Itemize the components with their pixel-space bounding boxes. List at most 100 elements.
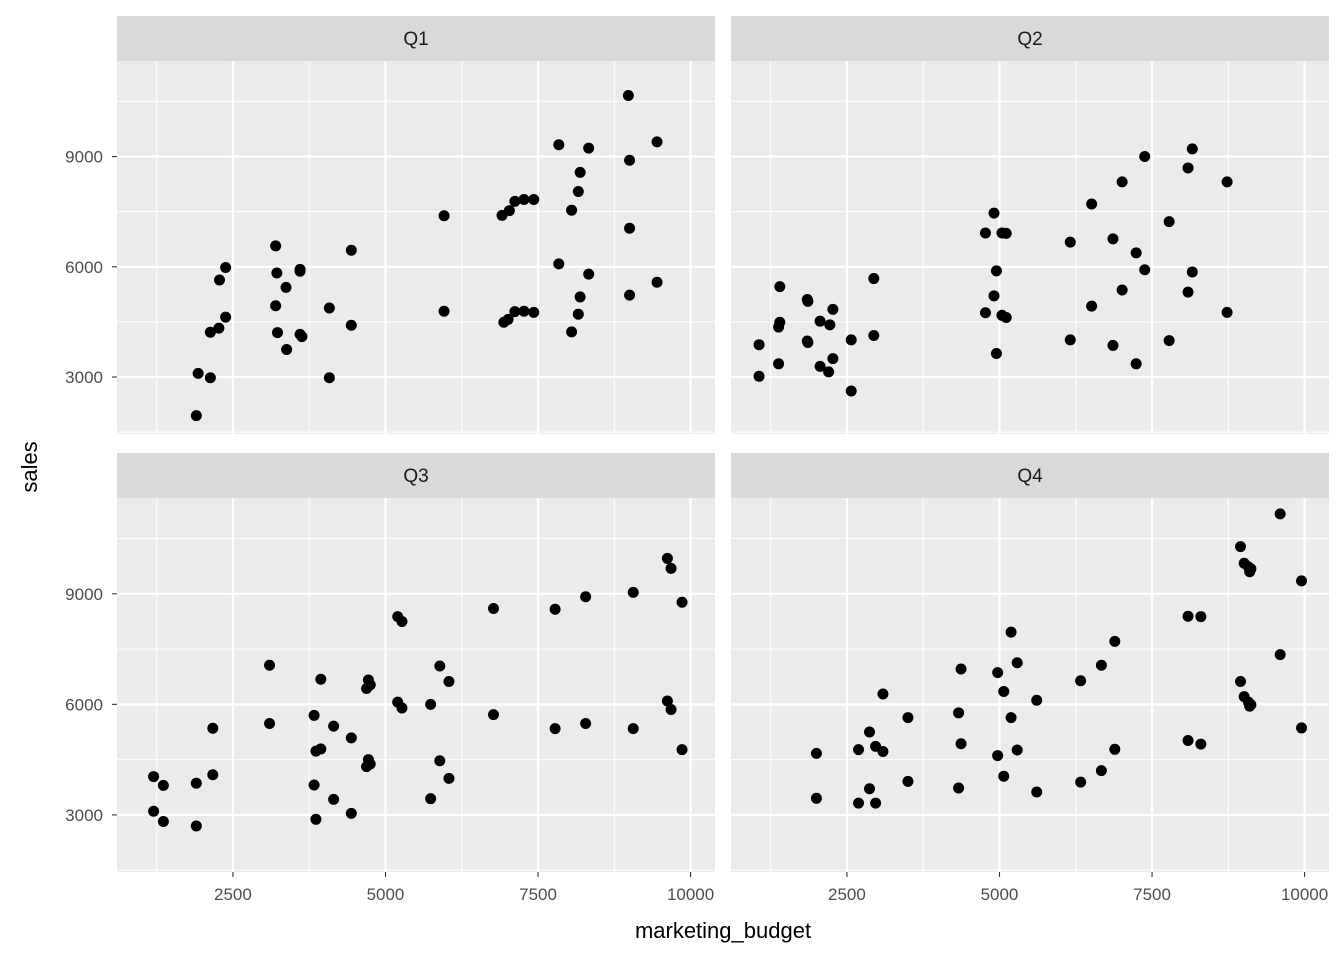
data-point xyxy=(1031,786,1043,798)
data-point xyxy=(264,718,276,730)
data-point xyxy=(553,139,565,151)
data-point xyxy=(824,319,836,331)
data-point xyxy=(877,688,889,700)
data-point xyxy=(207,722,219,734)
data-point xyxy=(1163,335,1175,347)
data-point xyxy=(434,660,446,672)
data-point xyxy=(814,315,826,327)
data-point xyxy=(979,227,991,239)
data-point xyxy=(323,302,335,314)
data-point xyxy=(443,772,455,784)
data-point xyxy=(328,720,340,732)
facet-strip-label: Q3 xyxy=(403,466,428,487)
data-point xyxy=(953,782,965,794)
x-tick-label: 2500 xyxy=(214,885,252,904)
data-point xyxy=(271,267,283,279)
panel-background xyxy=(731,498,1329,872)
data-point xyxy=(190,820,202,832)
data-point xyxy=(308,709,320,721)
data-point xyxy=(955,663,967,675)
data-point xyxy=(315,673,327,685)
data-point xyxy=(676,744,688,756)
data-point xyxy=(270,240,282,252)
data-point xyxy=(810,792,822,804)
data-point xyxy=(190,410,202,422)
data-point xyxy=(434,755,446,767)
data-point xyxy=(438,210,450,222)
data-point xyxy=(955,738,967,750)
data-point xyxy=(213,322,225,334)
data-point xyxy=(425,793,437,805)
facet-strip-label: Q1 xyxy=(403,29,428,50)
data-point xyxy=(192,367,204,379)
data-point xyxy=(364,679,376,691)
data-point xyxy=(627,586,639,598)
data-point xyxy=(1095,659,1107,671)
data-point xyxy=(580,591,592,603)
data-point xyxy=(1296,575,1308,587)
data-point xyxy=(566,326,578,338)
panel-q4: Q4 2500 5000 7500 10000 xyxy=(731,453,1329,904)
data-point xyxy=(1182,734,1194,746)
data-point xyxy=(774,281,786,293)
data-point xyxy=(774,316,786,328)
data-point xyxy=(308,779,320,791)
data-point xyxy=(1139,264,1151,276)
data-point xyxy=(1031,694,1043,706)
data-point xyxy=(624,154,636,166)
panels-layer: Q1 3000 6000 9000 Q2 Q3 3000 6000 9000 2500 5000 75… xyxy=(65,16,1329,904)
data-point xyxy=(1011,744,1023,756)
x-tick-label: 5000 xyxy=(367,885,405,904)
data-point xyxy=(661,695,673,707)
data-point xyxy=(583,142,595,154)
data-point xyxy=(328,793,340,805)
data-point xyxy=(220,262,232,274)
data-point xyxy=(990,265,1002,277)
data-point xyxy=(345,732,357,744)
data-point xyxy=(853,797,865,809)
data-point xyxy=(528,194,540,206)
y-tick-label: 3000 xyxy=(65,806,103,825)
data-point xyxy=(270,300,282,312)
data-point xyxy=(624,289,636,301)
x-tick-label: 10000 xyxy=(667,885,714,904)
data-point xyxy=(1005,712,1017,724)
data-point xyxy=(204,326,216,338)
data-point xyxy=(651,136,663,148)
facet-strip xyxy=(117,16,715,61)
data-point xyxy=(802,295,814,307)
data-point xyxy=(220,311,232,323)
data-point xyxy=(438,305,450,317)
data-point xyxy=(364,758,376,770)
data-point xyxy=(281,343,293,355)
data-point xyxy=(572,308,584,320)
x-tick-label: 5000 xyxy=(981,885,1019,904)
data-point xyxy=(574,291,586,303)
data-point xyxy=(574,166,586,178)
data-point xyxy=(509,195,521,207)
data-point xyxy=(1182,286,1194,298)
data-point xyxy=(753,370,765,382)
data-point xyxy=(1182,610,1194,622)
data-point xyxy=(207,769,219,781)
data-point xyxy=(1130,358,1142,370)
data-point xyxy=(214,274,226,286)
data-point xyxy=(864,783,876,795)
data-point xyxy=(823,366,835,378)
data-point xyxy=(902,712,914,724)
panel-q3: Q3 3000 6000 9000 2500 5000 7500 10000 xyxy=(65,453,715,904)
y-tick-label: 6000 xyxy=(65,695,103,714)
data-point xyxy=(1195,738,1207,750)
data-point xyxy=(870,797,882,809)
data-point xyxy=(624,222,636,234)
data-point xyxy=(988,290,1000,302)
panel-background xyxy=(117,61,715,434)
data-point xyxy=(992,667,1004,679)
data-point xyxy=(528,306,540,318)
data-point xyxy=(425,698,437,710)
data-point xyxy=(992,750,1004,762)
data-point xyxy=(148,805,160,817)
data-point xyxy=(988,207,1000,219)
data-point xyxy=(396,615,408,627)
data-point xyxy=(296,331,308,343)
